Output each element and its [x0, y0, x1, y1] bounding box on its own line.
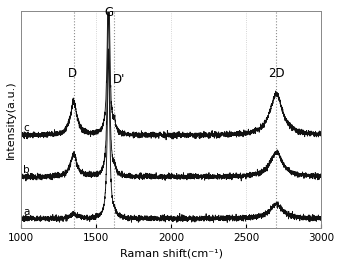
Text: b: b — [23, 165, 30, 175]
Y-axis label: Intensity(a.u.): Intensity(a.u.) — [5, 80, 16, 159]
Text: c: c — [23, 124, 29, 134]
X-axis label: Raman shift(cm⁻¹): Raman shift(cm⁻¹) — [120, 248, 223, 258]
Text: D: D — [68, 67, 78, 80]
Text: a: a — [23, 207, 30, 217]
Text: G: G — [104, 6, 113, 19]
Text: D': D' — [113, 73, 125, 86]
Text: 2D: 2D — [268, 67, 285, 80]
